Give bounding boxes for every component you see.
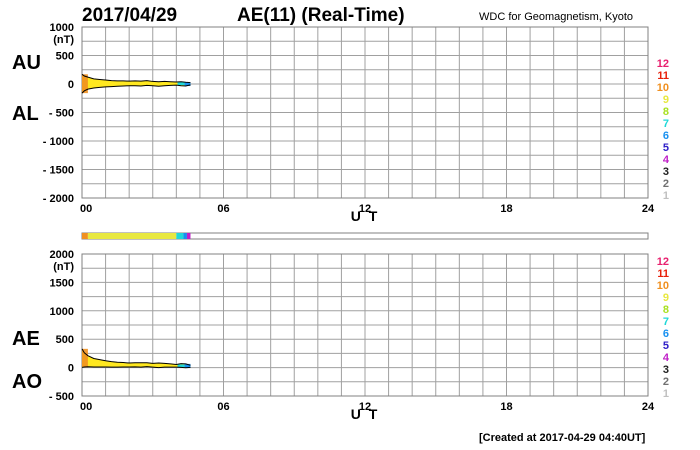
ae-ao-legend-level-5: 5	[663, 340, 669, 352]
au-al-legend-level-1: 1	[663, 190, 669, 202]
ae-ao-y-tick-label: 2000	[50, 249, 74, 261]
au-al-legend-level-2: 2	[663, 178, 669, 190]
ae-ao-x-tick-label: 24	[642, 401, 655, 413]
ae-ao-x-tick-label: 18	[500, 401, 512, 413]
ae-ao-start-segment	[82, 348, 88, 368]
date-title: 2017/04/29	[82, 5, 178, 26]
ae-ao-end-segment-cyan	[177, 364, 185, 368]
level-bar-segment	[176, 233, 184, 239]
au-al-start-segment	[82, 74, 88, 94]
au-al-end-segment-blue	[184, 82, 191, 86]
level-bar-segment	[183, 233, 187, 239]
ae-ao-series-line-ae	[81, 348, 191, 366]
ae-ao-plot-frame	[81, 253, 649, 397]
ae-ao-legend-level-8: 8	[663, 304, 669, 316]
ae-ao-legend-level-12: 12	[657, 256, 669, 268]
ae-ao-y-tick-label: - 500	[49, 391, 74, 403]
au-al-y-tick-label: - 500	[49, 108, 74, 120]
au-al-legend-level-6: 6	[663, 130, 669, 142]
ae-ao-ylabel: (nT)	[53, 261, 74, 273]
au-al-series-line-au	[81, 73, 191, 84]
au-al-y-tick-label: - 2000	[43, 193, 74, 205]
ae-ao-x-tick-label: 00	[80, 401, 92, 413]
au-al-legend-level-10: 10	[657, 82, 669, 94]
au-al-y-tick-label: - 1500	[43, 165, 74, 177]
ae-ao-y-tick-label: 500	[56, 334, 74, 346]
au-al-series-line-al	[81, 84, 191, 94]
ae-ao-legend-level-11: 11	[657, 268, 669, 280]
au-al-plot-frame	[81, 26, 649, 199]
au-al-y-tick-label: 0	[68, 79, 74, 91]
ae-ao-y-tick-label: 0	[68, 363, 74, 375]
ae-ao-legend-level-10: 10	[657, 280, 669, 292]
au-al-legend-level-12: 12	[657, 58, 669, 70]
source-label: WDC for Geomagnetism, Kyoto	[479, 11, 634, 23]
ae-ao-legend-level-2: 2	[663, 376, 669, 388]
au-al-ylabel: (nT)	[53, 34, 74, 46]
au-al-legend-level-9: 9	[663, 94, 669, 106]
au-al-x-tick-label: 24	[642, 203, 655, 215]
ae-ao-legend-level-4: 4	[663, 352, 670, 364]
au-al-x-tick-label: 00	[80, 203, 92, 215]
created-timestamp: [Created at 2017-04-29 04:40UT]	[479, 432, 646, 444]
ae-ao-y-tick-label: 1000	[50, 306, 74, 318]
au-al-end-segment-cyan	[177, 82, 185, 86]
au-al-legend-level-4: 4	[663, 154, 670, 166]
au-al-x-tick-label: 12	[359, 203, 371, 215]
ae-ao-legend-level-9: 9	[663, 292, 669, 304]
au-al-legend-level-5: 5	[663, 142, 669, 154]
au-al-xlabel: U T	[351, 208, 380, 224]
level-bar-segment	[87, 233, 177, 239]
au-al-x-tick-label: 18	[500, 203, 512, 215]
au-al-legend-level-3: 3	[663, 166, 669, 178]
index-title: AE(11) (Real-Time)	[237, 5, 405, 26]
level-bar-segment	[186, 233, 191, 239]
ae-ao-legend-level-1: 1	[663, 388, 669, 400]
ae-ao-y-tick-label: 1500	[50, 277, 74, 289]
ae-ao-area-fill	[82, 348, 191, 368]
ae-ao-xlabel: U T	[351, 406, 380, 422]
level-bar-segment	[82, 233, 88, 239]
au-al-legend-level-11: 11	[657, 70, 669, 82]
au-al-y-tick-label: - 1000	[43, 136, 74, 148]
ae-ao-legend-level-7: 7	[663, 316, 669, 328]
ae-ao-series-line-ao	[81, 366, 191, 369]
au-al-area-fill	[82, 74, 191, 94]
ae-side-label: AE	[12, 328, 40, 350]
au-al-y-tick-label: 1000	[50, 22, 74, 34]
ae-ao-legend-level-3: 3	[663, 364, 669, 376]
au-al-x-tick-label: 06	[217, 203, 229, 215]
au-al-y-tick-label: 500	[56, 51, 74, 63]
au-al-legend-level-8: 8	[663, 106, 669, 118]
ae-ao-x-tick-label: 12	[359, 401, 371, 413]
al-side-label: AL	[12, 103, 39, 125]
ae-ao-legend-level-6: 6	[663, 328, 669, 340]
ao-side-label: AO	[12, 371, 42, 393]
ae-ao-end-segment-blue	[184, 363, 191, 368]
au-side-label: AU	[12, 52, 41, 74]
au-al-legend-level-7: 7	[663, 118, 669, 130]
ae-ao-x-tick-label: 06	[217, 401, 229, 413]
